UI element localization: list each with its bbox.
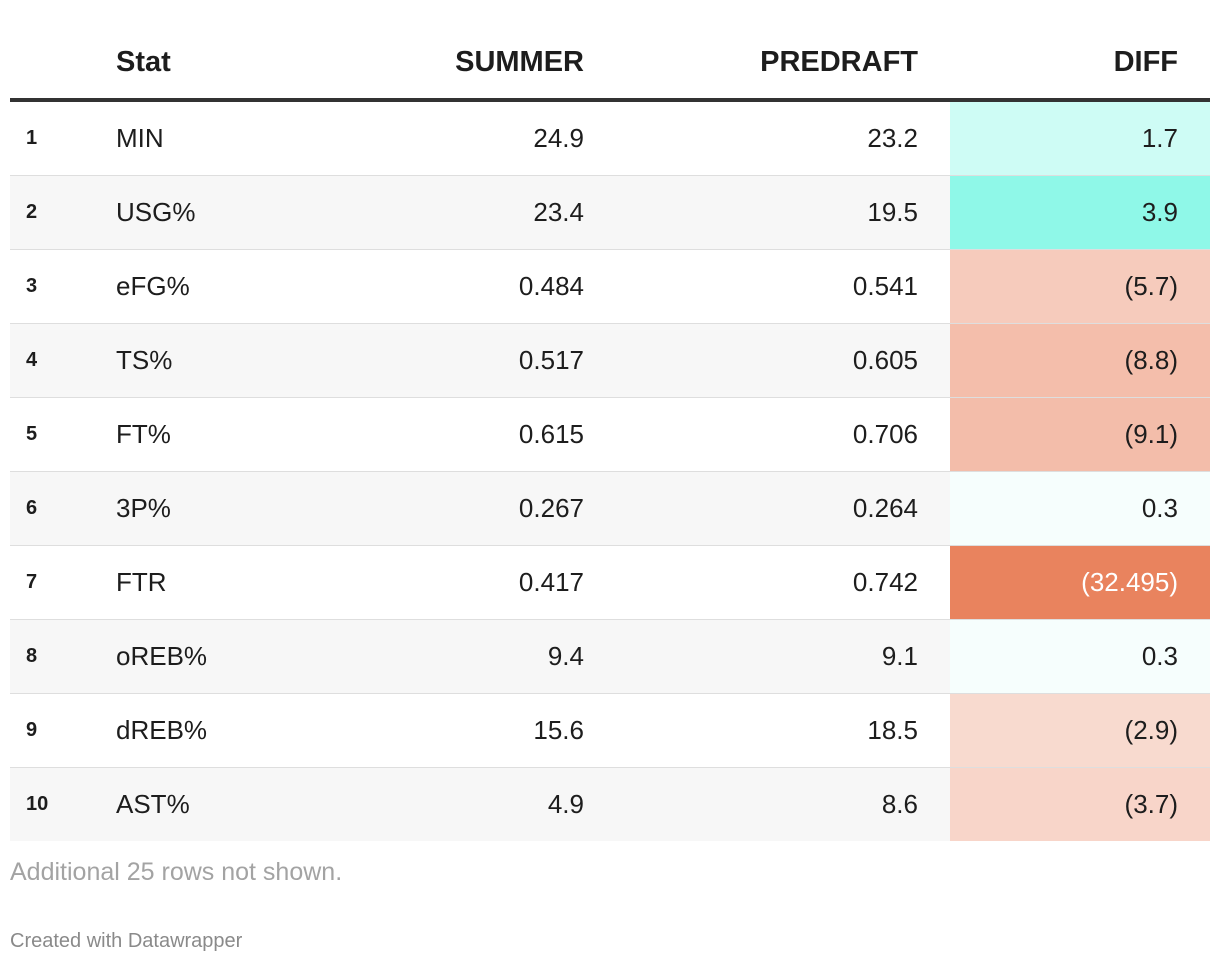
row-rank: 10	[10, 767, 116, 841]
row-rank: 6	[10, 471, 116, 546]
row-summer: 4.9	[326, 767, 616, 841]
row-predraft: 18.5	[616, 693, 950, 768]
row-summer: 0.484	[326, 249, 616, 324]
row-predraft: 23.2	[616, 100, 950, 176]
header-diff[interactable]: DIFF	[950, 26, 1210, 102]
row-summer: 0.267	[326, 471, 616, 546]
row-predraft: 0.264	[616, 471, 950, 546]
table-row: 4 TS% 0.517 0.605 (8.8)	[10, 323, 1210, 398]
header-summer[interactable]: SUMMER	[326, 26, 616, 102]
table-body: 1 MIN 24.9 23.2 1.7 2 USG% 23.4 19.5 3.9 3 eFG% 0.48…	[10, 100, 1210, 841]
row-rank: 8	[10, 619, 116, 694]
row-rank: 4	[10, 323, 116, 398]
row-rank: 3	[10, 249, 116, 324]
stats-table: Stat SUMMER PREDRAFT DIFF 1 MIN 24.9 23.2 1.…	[10, 26, 1210, 841]
row-diff: 3.9	[950, 175, 1210, 250]
table-row: 5 FT% 0.615 0.706 (9.1)	[10, 397, 1210, 472]
table-row: 3 eFG% 0.484 0.541 (5.7)	[10, 249, 1210, 324]
row-stat: dREB%	[116, 693, 326, 768]
table-row: 1 MIN 24.9 23.2 1.7	[10, 100, 1210, 176]
header-rank[interactable]	[10, 26, 116, 102]
row-stat: oREB%	[116, 619, 326, 694]
row-diff: (32.495)	[950, 545, 1210, 620]
row-rank: 2	[10, 175, 116, 250]
credit-link[interactable]: Created with Datawrapper	[10, 930, 243, 952]
row-stat: USG%	[116, 175, 326, 250]
footnote: Additional 25 rows not shown.	[10, 858, 343, 886]
row-diff: 1.7	[950, 100, 1210, 176]
row-predraft: 0.742	[616, 545, 950, 620]
row-summer: 15.6	[326, 693, 616, 768]
row-diff: (2.9)	[950, 693, 1210, 768]
row-stat: 3P%	[116, 471, 326, 546]
table-row: 9 dREB% 15.6 18.5 (2.9)	[10, 693, 1210, 768]
row-summer: 0.615	[326, 397, 616, 472]
row-summer: 24.9	[326, 100, 616, 176]
row-diff: (3.7)	[950, 767, 1210, 841]
row-summer: 0.517	[326, 323, 616, 398]
header-stat[interactable]: Stat	[116, 26, 326, 102]
table-row: 8 oREB% 9.4 9.1 0.3	[10, 619, 1210, 694]
row-predraft: 0.541	[616, 249, 950, 324]
row-predraft: 0.605	[616, 323, 950, 398]
row-diff: 0.3	[950, 471, 1210, 546]
row-predraft: 0.706	[616, 397, 950, 472]
header-row: Stat SUMMER PREDRAFT DIFF	[10, 26, 1210, 102]
row-stat: MIN	[116, 100, 326, 176]
row-summer: 23.4	[326, 175, 616, 250]
row-rank: 5	[10, 397, 116, 472]
row-diff: (9.1)	[950, 397, 1210, 472]
row-stat: AST%	[116, 767, 326, 841]
row-stat: eFG%	[116, 249, 326, 324]
row-stat: FT%	[116, 397, 326, 472]
stats-table-wrap: Stat SUMMER PREDRAFT DIFF 1 MIN 24.9 23.2 1.…	[10, 26, 1210, 841]
table-row: 10 AST% 4.9 8.6 (3.7)	[10, 767, 1210, 841]
table-row: 2 USG% 23.4 19.5 3.9	[10, 175, 1210, 250]
row-predraft: 19.5	[616, 175, 950, 250]
row-rank: 7	[10, 545, 116, 620]
row-summer: 9.4	[326, 619, 616, 694]
row-summer: 0.417	[326, 545, 616, 620]
row-stat: TS%	[116, 323, 326, 398]
row-predraft: 8.6	[616, 767, 950, 841]
row-diff: 0.3	[950, 619, 1210, 694]
table-row: 6 3P% 0.267 0.264 0.3	[10, 471, 1210, 546]
row-rank: 9	[10, 693, 116, 768]
row-stat: FTR	[116, 545, 326, 620]
row-diff: (5.7)	[950, 249, 1210, 324]
header-predraft[interactable]: PREDRAFT	[616, 26, 950, 102]
table-row: 7 FTR 0.417 0.742 (32.495)	[10, 545, 1210, 620]
row-diff: (8.8)	[950, 323, 1210, 398]
row-rank: 1	[10, 100, 116, 176]
row-predraft: 9.1	[616, 619, 950, 694]
